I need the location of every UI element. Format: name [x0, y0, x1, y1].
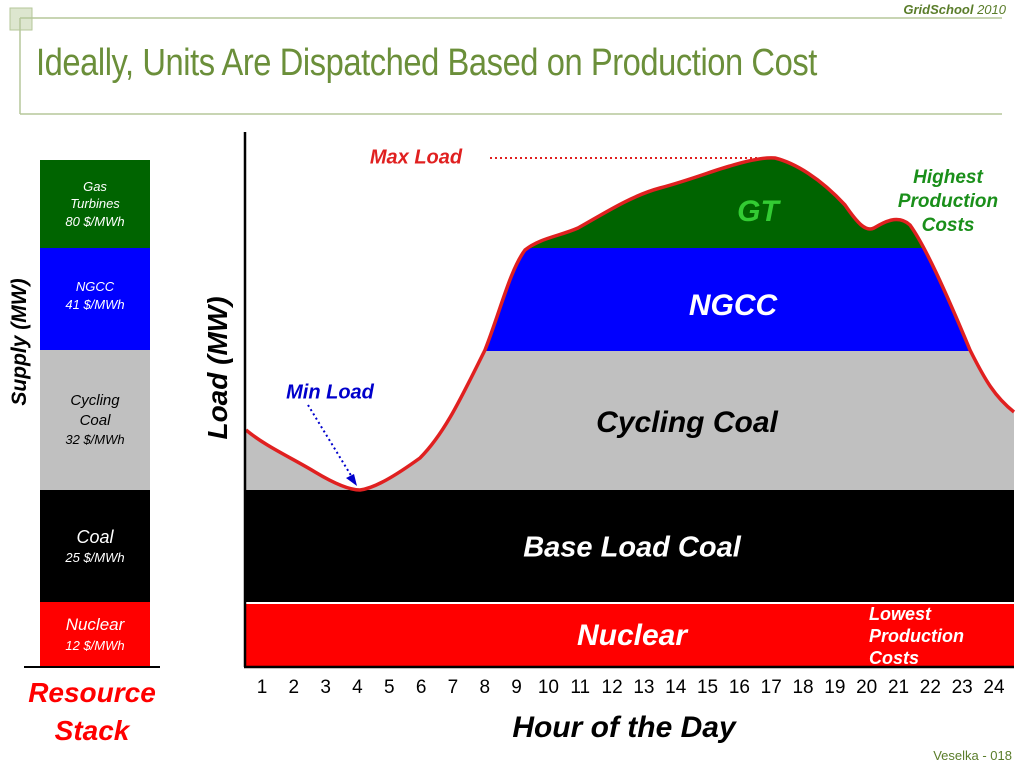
highest-cost-note: Highest Production Costs	[880, 166, 1016, 238]
lowest-note-line1: Lowest	[869, 604, 932, 624]
stack-ngcc-name: NGCC	[75, 279, 115, 294]
brand-year: 2010	[977, 2, 1006, 17]
hour-tick-22: 22	[919, 677, 941, 698]
resource-caption-line1: Resource	[28, 677, 156, 708]
hour-tick-18: 18	[792, 677, 814, 698]
stack-baseline	[24, 666, 160, 668]
load-axis-label: Load (MW)	[202, 296, 233, 440]
stack-ngcc: NGCC 41 $/MWh	[40, 248, 150, 350]
stack-ngcc-price: 41 $/MWh	[65, 296, 125, 312]
band-base-load-coal	[246, 490, 1014, 602]
stack-gas-name2: Turbines	[70, 196, 120, 212]
min-load-arrowhead	[346, 474, 357, 486]
brand-name: GridSchool	[903, 2, 974, 17]
hour-tick-4: 4	[352, 677, 363, 698]
lowest-note-line2: Production	[869, 626, 964, 646]
resource-stack-caption: Resource Stack	[0, 674, 184, 750]
max-load-label: Max Load	[369, 146, 463, 169]
resource-caption-line2: Stack	[54, 715, 130, 746]
hour-tick-5: 5	[384, 677, 395, 698]
stack-cycling-name2: Coal	[79, 412, 111, 430]
hour-tick-7: 7	[447, 677, 459, 698]
label-nuclear: Nuclear	[576, 619, 688, 652]
hour-tick-10: 10	[537, 677, 559, 698]
hour-tick-15: 15	[696, 677, 719, 698]
lowest-cost-note: Lowest Production Costs	[869, 603, 1019, 669]
hour-tick-20: 20	[856, 677, 878, 698]
stack-nuclear-name: Nuclear	[65, 614, 125, 634]
hour-tick-14: 14	[665, 677, 687, 698]
hour-axis-label: Hour of the Day	[512, 711, 736, 744]
hour-tick-8: 8	[479, 677, 491, 698]
highest-note-line3: Costs	[921, 215, 975, 236]
band-nuclear	[246, 604, 1014, 666]
hour-tick-6: 6	[415, 677, 427, 698]
corner-square	[9, 7, 33, 31]
stack-cycling-price: 32 $/MWh	[65, 432, 125, 448]
stack-nuclear: Nuclear 12 $/MWh	[40, 602, 150, 666]
stack-coal-name: Coal	[76, 527, 114, 548]
load-curve	[244, 156, 1016, 492]
label-ngcc: NGCC	[688, 289, 778, 322]
stack-gas-turbines: Gas Turbines 80 $/MWh	[40, 160, 150, 248]
stack-nuclear-price: 12 $/MWh	[65, 637, 125, 653]
band-ngcc	[246, 248, 1014, 351]
hour-tick-2: 2	[288, 677, 300, 698]
brand-label: GridSchool 2010	[903, 2, 1006, 17]
hour-tick-19: 19	[824, 677, 846, 698]
hour-tick-9: 9	[511, 677, 522, 698]
lowest-note-line3: Costs	[869, 648, 920, 668]
stack-gas-price: 80 $/MWh	[65, 213, 125, 229]
highest-note-line1: Highest	[913, 167, 983, 188]
label-gt: GT	[737, 195, 779, 228]
hour-tick-11: 11	[570, 677, 591, 698]
stack-cycling-coal: Cycling Coal 32 $/MWh	[40, 350, 150, 490]
stack-coal-price: 25 $/MWh	[65, 550, 125, 566]
stack-coal: Coal 25 $/MWh	[40, 490, 150, 602]
hour-tick-24: 24	[983, 677, 1005, 698]
hour-tick-3: 3	[320, 677, 331, 698]
hour-tick-16: 16	[728, 677, 750, 698]
label-base-load-coal: Base Load Coal	[523, 531, 741, 564]
hour-tick-12: 12	[601, 677, 623, 698]
hour-tick-1: 1	[256, 677, 268, 698]
stack-gas-name1: Gas	[83, 178, 107, 194]
min-load-leader	[307, 404, 356, 483]
footer-text: Veselka - 018	[933, 748, 1012, 763]
hour-tick-13: 13	[633, 677, 655, 698]
hour-tick-17: 17	[760, 677, 782, 698]
min-load-label: Min Load	[286, 381, 374, 404]
stack-cycling-name1: Cycling	[70, 391, 120, 409]
hour-tick-21: 21	[887, 677, 910, 698]
page-title: Ideally, Units Are Dispatched Based on P…	[36, 42, 817, 84]
highest-note-line2: Production	[897, 191, 999, 212]
label-cycling-coal: Cycling Coal	[596, 406, 778, 439]
hour-tick-23: 23	[951, 677, 973, 698]
